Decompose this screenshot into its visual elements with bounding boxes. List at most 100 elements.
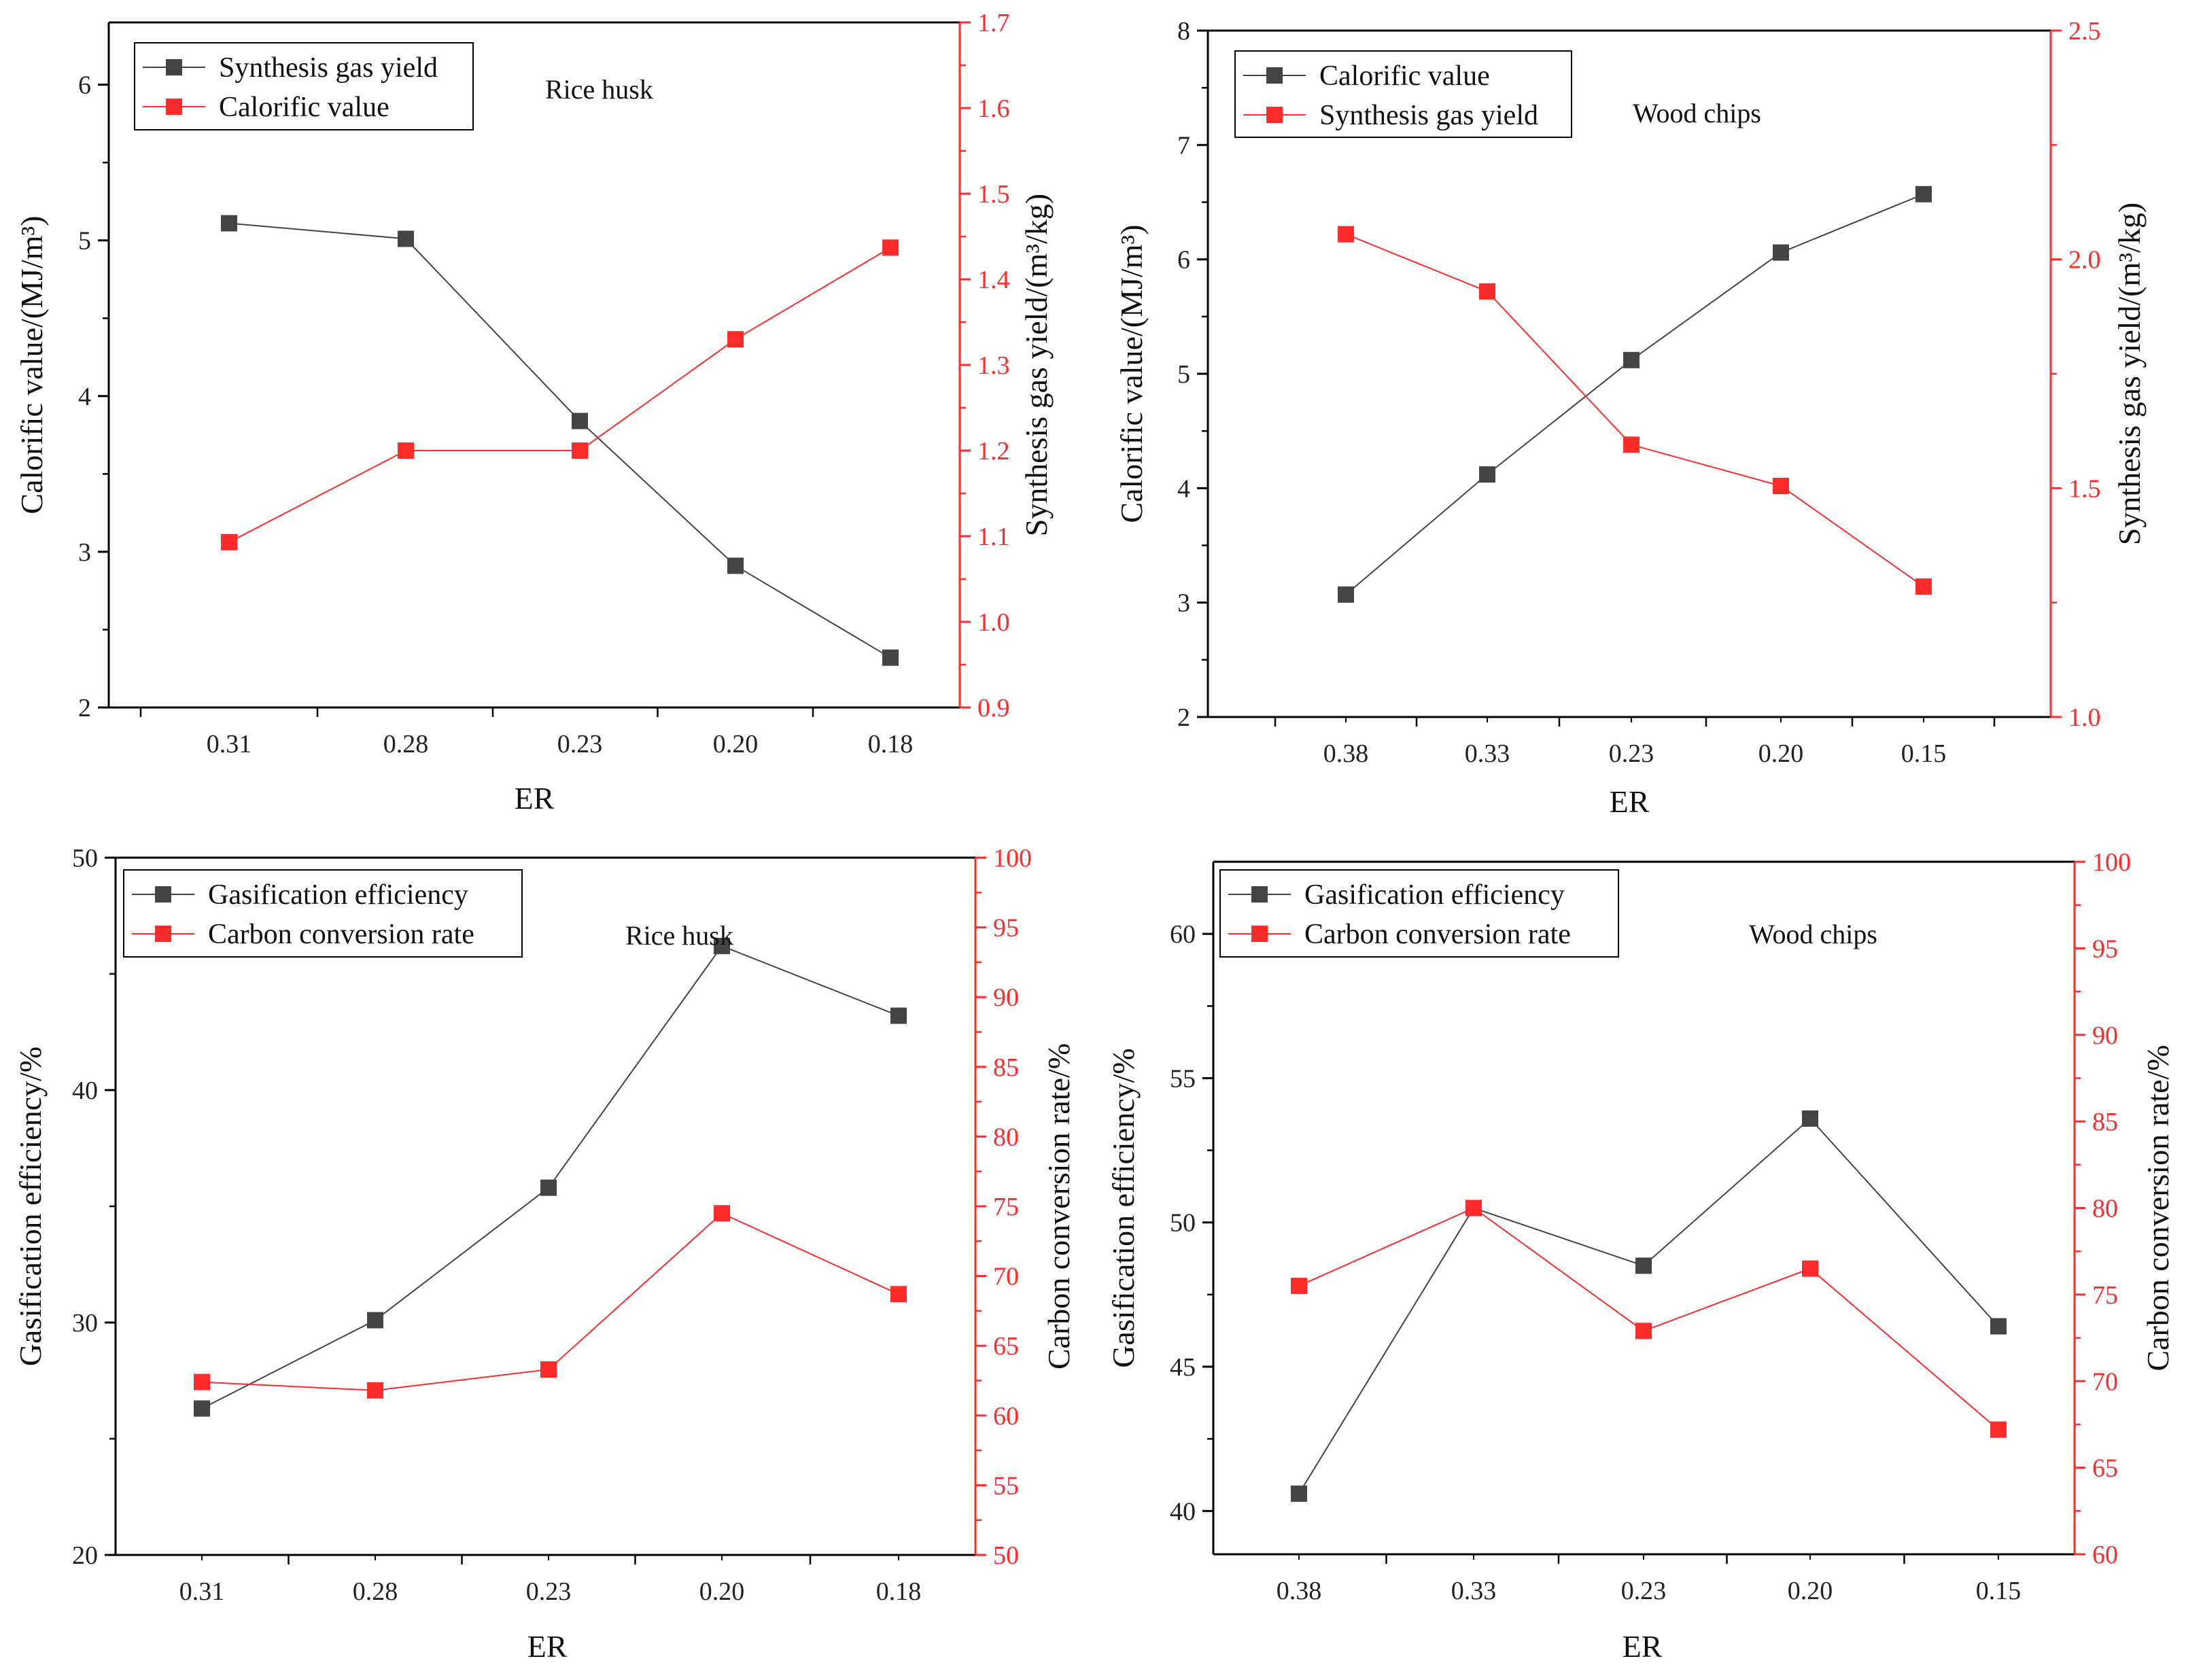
data-point [727, 557, 744, 574]
right-y-tick-label: 75 [993, 1193, 1019, 1221]
data-point [1338, 586, 1354, 603]
data-point [1465, 1200, 1482, 1217]
legend-box [1234, 50, 1572, 138]
right-y-tick-label: 100 [2092, 848, 2131, 877]
data-point [1915, 578, 1932, 595]
left-y-tick-label: 50 [72, 844, 98, 873]
right-y-tick-label: 50 [993, 1541, 1019, 1570]
x-tick-label: 0.38 [1277, 1577, 1322, 1605]
right-y-tick-label: 1.3 [977, 351, 1010, 380]
right-y-tick-label: 70 [993, 1263, 1019, 1291]
right-y-axis-title: Carbon conversion rate/% [1041, 1043, 1076, 1369]
left-y-tick-label: 40 [1170, 1497, 1196, 1526]
x-tick-label: 0.18 [876, 1577, 922, 1606]
legend-box [134, 42, 474, 130]
left-y-tick-label: 20 [72, 1541, 98, 1570]
data-point [398, 442, 414, 459]
right-y-tick-label: 2.0 [2068, 246, 2101, 275]
data-point [890, 1286, 907, 1303]
left-y-tick-label: 3 [1177, 589, 1190, 618]
legend: Gasification efficiency Carbon conversion… [123, 869, 523, 958]
right-y-tick-label: 1.5 [977, 180, 1010, 209]
legend-box [123, 869, 523, 958]
x-tick-label: 0.31 [207, 730, 252, 758]
x-axis-title: ER [1623, 1629, 1663, 1664]
data-point [1990, 1421, 2007, 1438]
series-line-0 [201, 945, 899, 1410]
x-tick-label: 0.28 [353, 1577, 398, 1606]
series-line-0 [228, 222, 891, 659]
chart-annotation: Rice husk [625, 920, 733, 951]
legend-marker-swatch [166, 99, 182, 115]
legend-marker-swatch [1251, 886, 1268, 903]
data-point [882, 239, 899, 256]
left-y-tick-label: 50 [1170, 1209, 1196, 1238]
right-y-tick-label: 60 [2092, 1541, 2118, 1569]
left-y-axis-title: Gasification efficiency/% [13, 1047, 48, 1366]
data-point [221, 215, 237, 232]
x-tick-label: 0.15 [1976, 1577, 2022, 1605]
left-y-tick-label: 40 [72, 1077, 98, 1105]
chart-panel-2: 2 3 4 5 6 7 8 1.0 1.5 2.0 2.5 0.38 0.33 0.23 0.20 0.15 E… [1114, 17, 2147, 819]
x-tick-label: 0.20 [1788, 1577, 1833, 1605]
x-tick-label: 0.33 [1451, 1577, 1497, 1605]
x-tick-label: 0.15 [1901, 739, 1947, 768]
left-y-tick-label: 45 [1170, 1353, 1196, 1382]
x-tick-label: 0.20 [1758, 739, 1804, 768]
data-point [714, 1205, 730, 1222]
legend-marker-swatch [155, 926, 171, 942]
legend-marker-swatch [166, 59, 182, 75]
data-point [1291, 1485, 1307, 1502]
left-y-tick-label: 7 [1177, 131, 1190, 160]
right-y-tick-label: 60 [993, 1402, 1019, 1431]
left-y-tick-label: 2 [1177, 703, 1190, 732]
left-y-tick-label: 5 [78, 227, 91, 256]
series-line-0 [1298, 1117, 1999, 1494]
data-point [1623, 351, 1640, 368]
right-y-tick-label: 1.5 [2068, 474, 2101, 503]
series-line-1 [1345, 233, 1924, 587]
chart-panel-3: 20 30 40 50 50 55 60 65 70 75 80 85 90 95 100 0.31 0.28 0… [13, 844, 1076, 1664]
legend-label: Gasification efficiency [1304, 879, 1565, 911]
left-y-tick-label: 6 [78, 71, 91, 100]
right-y-tick-label: 2.5 [2068, 17, 2101, 46]
right-y-tick-label: 90 [993, 983, 1019, 1012]
x-tick-label: 0.28 [383, 730, 429, 758]
data-point [1291, 1278, 1307, 1295]
right-y-tick-label: 75 [2092, 1281, 2118, 1310]
data-point [572, 442, 588, 459]
x-tick-label: 0.33 [1465, 739, 1510, 768]
x-tick-label: 0.20 [699, 1577, 745, 1606]
right-y-tick-label: 85 [2092, 1108, 2118, 1136]
data-point [714, 937, 730, 954]
data-point [367, 1382, 383, 1399]
legend-label: Calorific value [1319, 60, 1490, 92]
series-line-1 [1298, 1207, 1999, 1431]
data-point [1802, 1110, 1818, 1127]
right-y-tick-label: 80 [993, 1123, 1019, 1151]
right-y-tick-label: 90 [2092, 1021, 2118, 1050]
left-y-tick-label: 4 [78, 383, 91, 411]
left-y-axis-title: Calorific value/(MJ/m³) [14, 215, 49, 514]
x-tick-label: 0.18 [868, 730, 914, 758]
chart-panel-4: 40 45 50 55 60 60 65 70 75 80 85 90 95 100 0.38 0.33 0.2… [1106, 848, 2175, 1664]
data-point [1479, 283, 1495, 300]
left-y-tick-label: 2 [78, 694, 91, 722]
right-y-tick-label: 85 [993, 1053, 1019, 1082]
left-y-tick-label: 8 [1177, 17, 1190, 46]
right-y-tick-label: 80 [2092, 1195, 2118, 1223]
data-point [540, 1179, 557, 1196]
right-y-tick-label: 100 [993, 844, 1032, 873]
left-y-tick-label: 3 [78, 538, 91, 567]
right-y-tick-label: 1.7 [977, 9, 1010, 37]
data-point [1990, 1318, 2007, 1335]
right-y-tick-label: 55 [993, 1471, 1019, 1500]
legend: Gasification efficiency Carbon conversion… [1219, 869, 1619, 958]
legend: Synthesis gas yield Calorific value [134, 42, 474, 130]
left-y-tick-label: 5 [1177, 360, 1190, 389]
data-point [882, 649, 899, 666]
data-point [1915, 186, 1932, 203]
data-point [1338, 226, 1354, 243]
legend-label: Carbon conversion rate [208, 919, 474, 950]
